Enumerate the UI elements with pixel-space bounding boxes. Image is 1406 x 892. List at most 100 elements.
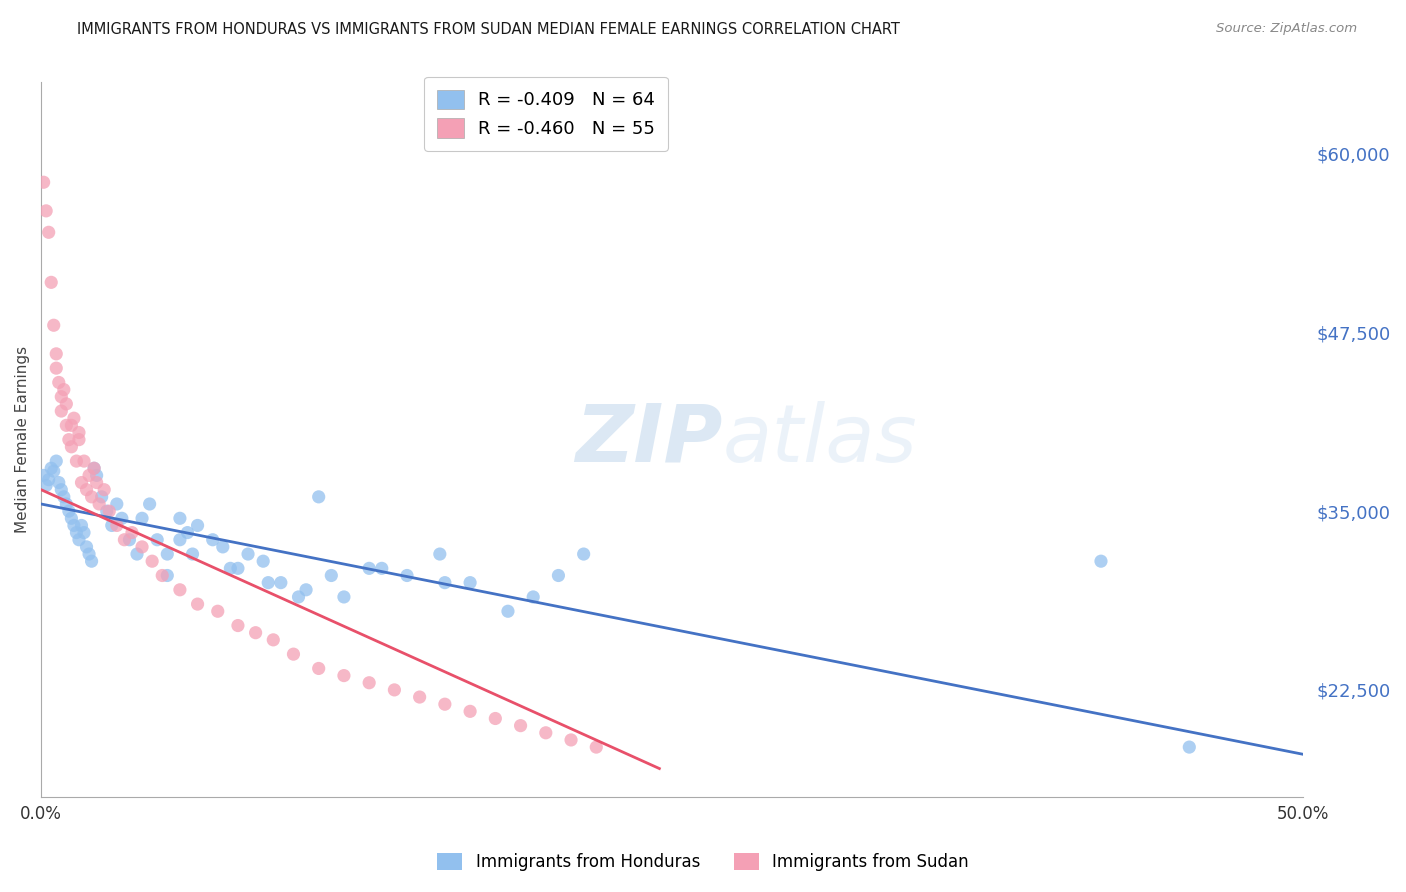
Point bbox=[111, 511, 134, 525]
Point bbox=[509, 719, 531, 733]
Text: ZIP: ZIP bbox=[575, 401, 723, 479]
Point bbox=[55, 497, 77, 511]
Point bbox=[51, 390, 73, 404]
Point bbox=[39, 276, 62, 290]
Point bbox=[52, 383, 75, 397]
Point bbox=[38, 473, 60, 487]
Point bbox=[433, 697, 456, 711]
Point bbox=[100, 518, 122, 533]
Point bbox=[83, 461, 105, 475]
Point bbox=[1178, 740, 1201, 755]
Point bbox=[45, 361, 67, 376]
Point bbox=[63, 518, 86, 533]
Point bbox=[39, 461, 62, 475]
Point bbox=[408, 690, 430, 704]
Text: Source: ZipAtlas.com: Source: ZipAtlas.com bbox=[1216, 22, 1357, 36]
Text: IMMIGRANTS FROM HONDURAS VS IMMIGRANTS FROM SUDAN MEDIAN FEMALE EARNINGS CORRELA: IMMIGRANTS FROM HONDURAS VS IMMIGRANTS F… bbox=[77, 22, 900, 37]
Point bbox=[105, 518, 128, 533]
Point bbox=[236, 547, 259, 561]
Point bbox=[262, 632, 284, 647]
Point bbox=[252, 554, 274, 568]
Point bbox=[187, 597, 209, 611]
Point bbox=[534, 726, 557, 740]
Point bbox=[86, 475, 108, 490]
Point bbox=[38, 225, 60, 239]
Point bbox=[45, 347, 67, 361]
Point bbox=[371, 561, 394, 575]
Point bbox=[333, 590, 356, 604]
Point bbox=[547, 568, 569, 582]
Point bbox=[146, 533, 169, 547]
Point bbox=[201, 533, 224, 547]
Point bbox=[245, 625, 267, 640]
Point bbox=[32, 175, 55, 189]
Point bbox=[60, 418, 83, 433]
Point bbox=[89, 497, 111, 511]
Point bbox=[96, 504, 118, 518]
Point bbox=[42, 318, 65, 333]
Point bbox=[42, 464, 65, 478]
Point bbox=[496, 604, 519, 618]
Point bbox=[169, 582, 191, 597]
Point bbox=[60, 511, 83, 525]
Point bbox=[287, 590, 309, 604]
Point bbox=[45, 454, 67, 468]
Point bbox=[63, 411, 86, 425]
Point bbox=[270, 575, 292, 590]
Point bbox=[156, 547, 179, 561]
Point bbox=[76, 483, 98, 497]
Point bbox=[522, 590, 544, 604]
Point bbox=[93, 483, 115, 497]
Point bbox=[52, 490, 75, 504]
Point bbox=[48, 475, 70, 490]
Point bbox=[572, 547, 595, 561]
Point bbox=[458, 704, 481, 718]
Point bbox=[70, 518, 93, 533]
Point bbox=[395, 568, 418, 582]
Point bbox=[226, 618, 249, 632]
Point bbox=[433, 575, 456, 590]
Point bbox=[112, 533, 135, 547]
Point bbox=[118, 533, 141, 547]
Point bbox=[55, 397, 77, 411]
Legend: Immigrants from Honduras, Immigrants from Sudan: Immigrants from Honduras, Immigrants fro… bbox=[429, 845, 977, 880]
Point bbox=[55, 418, 77, 433]
Point bbox=[48, 376, 70, 390]
Point bbox=[333, 668, 356, 682]
Point bbox=[150, 568, 173, 582]
Point bbox=[585, 740, 607, 755]
Point bbox=[1090, 554, 1112, 568]
Point bbox=[58, 504, 80, 518]
Point bbox=[67, 533, 90, 547]
Point bbox=[187, 518, 209, 533]
Text: atlas: atlas bbox=[723, 401, 917, 479]
Point bbox=[384, 682, 406, 697]
Point bbox=[67, 425, 90, 440]
Point bbox=[77, 468, 100, 483]
Point bbox=[83, 461, 105, 475]
Point bbox=[65, 525, 87, 540]
Point bbox=[169, 511, 191, 525]
Point bbox=[560, 733, 582, 747]
Point bbox=[98, 504, 121, 518]
Point bbox=[429, 547, 451, 561]
Y-axis label: Median Female Earnings: Median Female Earnings bbox=[15, 346, 30, 533]
Point bbox=[295, 582, 318, 597]
Point bbox=[60, 440, 83, 454]
Point bbox=[176, 525, 198, 540]
Point bbox=[76, 540, 98, 554]
Point bbox=[207, 604, 229, 618]
Point bbox=[80, 490, 103, 504]
Point bbox=[73, 525, 96, 540]
Point bbox=[86, 468, 108, 483]
Point bbox=[105, 497, 128, 511]
Legend: R = -0.409   N = 64, R = -0.460   N = 55: R = -0.409 N = 64, R = -0.460 N = 55 bbox=[425, 77, 668, 151]
Point bbox=[35, 203, 58, 218]
Point bbox=[77, 547, 100, 561]
Point bbox=[181, 547, 204, 561]
Point bbox=[70, 475, 93, 490]
Point bbox=[32, 468, 55, 483]
Point bbox=[125, 547, 148, 561]
Point bbox=[359, 561, 381, 575]
Point bbox=[121, 525, 143, 540]
